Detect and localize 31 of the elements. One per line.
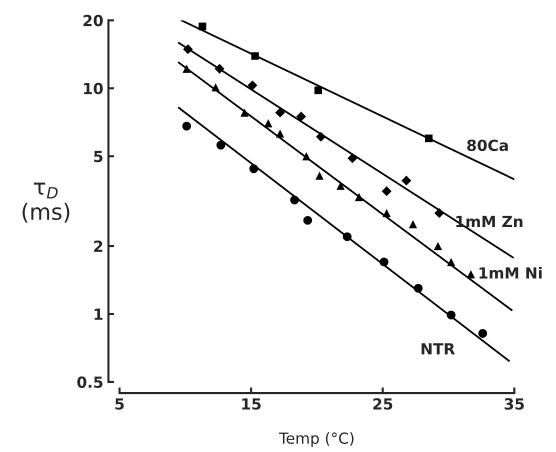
- y-tick-label: 0.5: [77, 376, 102, 388]
- point: [248, 80, 258, 90]
- point: [401, 176, 412, 186]
- y-axis-title: τ$_{D}$ (ms): [22, 182, 70, 223]
- series-label: NTR: [422, 343, 455, 354]
- y-tick-label: 2: [94, 240, 102, 252]
- y-tick-label: 5: [94, 150, 102, 162]
- point: [216, 140, 226, 150]
- y-tick-label: 1: [94, 308, 103, 320]
- point: [296, 112, 306, 122]
- x-tick-label: 5: [115, 398, 124, 410]
- series-label: 1mM Ni: [480, 266, 542, 278]
- point: [264, 119, 272, 128]
- text: 80Ca: [467, 140, 508, 152]
- point: [408, 220, 418, 228]
- y-tick-label: 10: [84, 82, 103, 94]
- point: [382, 186, 392, 196]
- x-axis-title: Temp (°C): [278, 432, 354, 447]
- x-tick-label: 25: [373, 398, 392, 410]
- point: [182, 122, 192, 130]
- point: [275, 108, 285, 118]
- point: [434, 242, 442, 250]
- point: [336, 182, 345, 190]
- point: [315, 172, 324, 180]
- y-tick-label: 20: [84, 14, 103, 26]
- point: [303, 216, 312, 225]
- series-label: 1mM Zn: [456, 216, 522, 228]
- point: [314, 86, 322, 94]
- x-tick-label: 35: [504, 398, 524, 410]
- x-tick-label: 15: [242, 398, 261, 410]
- point: [478, 329, 488, 338]
